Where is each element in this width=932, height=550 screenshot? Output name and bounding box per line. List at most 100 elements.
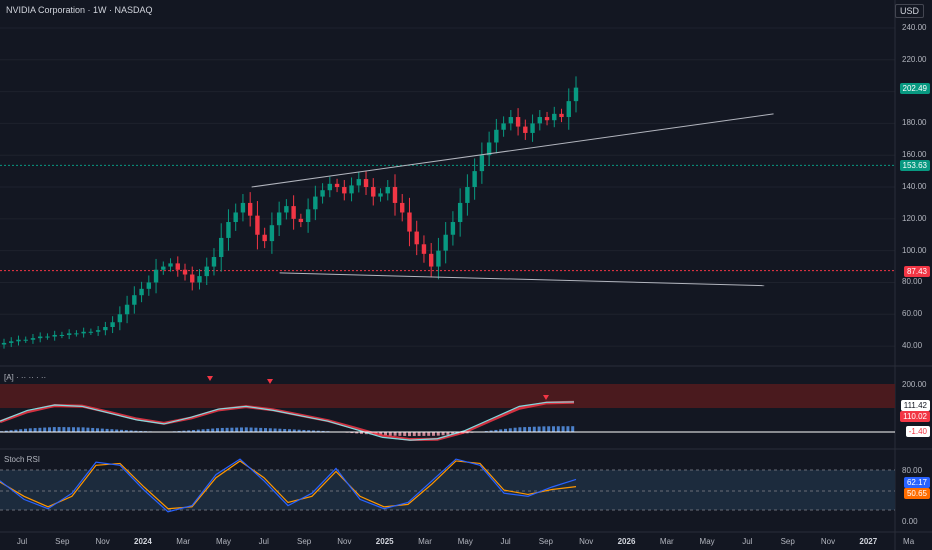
candle-body xyxy=(182,269,188,275)
stoch-band xyxy=(0,470,895,510)
histogram-bar xyxy=(532,426,536,432)
candle-body xyxy=(175,263,180,270)
histogram-bar xyxy=(110,429,114,432)
histogram-bar xyxy=(9,430,13,432)
candle-body xyxy=(117,314,123,323)
histogram-bar xyxy=(105,428,109,432)
indicator1-label[interactable]: [A] · ·· ·· · ·· xyxy=(4,373,47,382)
histogram-bar xyxy=(547,426,551,432)
indicator2-label[interactable]: Stoch RSI xyxy=(4,455,41,464)
histogram-bar xyxy=(422,432,426,436)
histogram-bar xyxy=(513,427,517,432)
candle-body xyxy=(88,331,94,333)
histogram-bar xyxy=(283,428,287,432)
chart-title[interactable]: NVIDIA Corporation · 1W · NASDAQ xyxy=(6,5,153,15)
candle-body xyxy=(515,117,521,127)
histogram-bar xyxy=(33,428,37,432)
candle-body xyxy=(371,187,376,197)
histogram-bar xyxy=(355,432,359,434)
histogram-bar xyxy=(220,427,224,432)
price-tick: 220.00 xyxy=(902,54,927,64)
time-tick: 2026 xyxy=(617,537,636,546)
histogram-bar xyxy=(388,432,392,436)
stoch-d-line xyxy=(0,460,577,510)
histogram-bar xyxy=(192,430,195,432)
candle-body xyxy=(313,196,318,210)
stoch-k-line xyxy=(0,458,577,513)
histogram-bar xyxy=(124,430,128,432)
candle-body xyxy=(450,222,456,235)
time-tick: Mar xyxy=(659,537,674,546)
sell-marker xyxy=(267,379,273,384)
histogram-bar xyxy=(446,432,450,435)
histogram-bar xyxy=(201,429,205,432)
histogram-bar xyxy=(350,432,354,434)
candle-body xyxy=(139,288,144,296)
histogram-bar xyxy=(278,428,282,432)
price-tick: 140.00 xyxy=(902,182,927,192)
histogram-bar xyxy=(38,427,42,432)
candle-body xyxy=(233,212,238,223)
histogram-bar xyxy=(360,432,363,434)
histogram-bar xyxy=(417,432,421,436)
candle-body xyxy=(305,209,311,223)
candle-body xyxy=(291,206,296,219)
price-tag: 87.43 xyxy=(903,265,930,277)
candle-body xyxy=(284,206,289,213)
price-tick: 80.00 xyxy=(902,277,923,287)
time-tick: Jul xyxy=(258,537,269,546)
currency-selector[interactable]: USD xyxy=(894,4,924,18)
histogram-bar xyxy=(225,427,229,432)
candle-body xyxy=(45,336,50,338)
candle-body xyxy=(23,339,28,341)
candle-body xyxy=(363,179,369,188)
time-tick: Mar xyxy=(176,537,191,546)
sell-marker xyxy=(543,395,549,400)
indicator1-tick: 200.00 xyxy=(902,380,927,389)
candle-body xyxy=(392,187,398,203)
time-tick: Jul xyxy=(16,537,28,546)
time-tick: 2027 xyxy=(859,537,878,546)
candle-body xyxy=(566,101,571,118)
histogram-bar xyxy=(494,429,498,432)
candle-body xyxy=(530,123,535,133)
candle-body xyxy=(559,113,564,118)
candle-body xyxy=(211,257,217,267)
candle-body xyxy=(153,269,159,283)
histogram-bar xyxy=(561,426,565,432)
candle-body xyxy=(486,142,492,156)
candle-body xyxy=(103,327,108,331)
candle-body xyxy=(262,234,267,242)
price-tick: 100.00 xyxy=(902,245,927,255)
candle-body xyxy=(472,171,477,188)
candle-body xyxy=(407,212,412,232)
candle-body xyxy=(247,202,253,216)
price-tick: 120.00 xyxy=(902,213,927,223)
candle-body xyxy=(81,331,86,334)
indicator2-tick: 0.00 xyxy=(902,517,918,526)
candle-body xyxy=(219,237,224,258)
histogram-bar xyxy=(379,432,383,436)
histogram-bar xyxy=(571,426,575,432)
histogram-bar xyxy=(254,427,258,432)
candle-body xyxy=(501,123,506,130)
histogram-bar xyxy=(177,430,181,432)
histogram-bar xyxy=(76,427,80,432)
time-tick: Sep xyxy=(296,537,312,546)
candle-body xyxy=(124,304,130,315)
histogram-bar xyxy=(196,429,200,432)
histogram-bar xyxy=(230,427,234,432)
histogram-bar xyxy=(244,427,248,432)
candle-body xyxy=(16,339,21,342)
candle-body xyxy=(226,222,231,238)
price-tick: 240.00 xyxy=(902,22,927,32)
histogram-bar xyxy=(86,427,90,432)
candle-body xyxy=(356,179,361,186)
histogram-bar xyxy=(441,432,445,436)
time-tick: Nov xyxy=(95,537,110,546)
histogram-bar xyxy=(100,428,104,432)
histogram-bar xyxy=(427,432,431,436)
histogram-bar xyxy=(292,429,296,432)
histogram-bar xyxy=(19,429,23,432)
